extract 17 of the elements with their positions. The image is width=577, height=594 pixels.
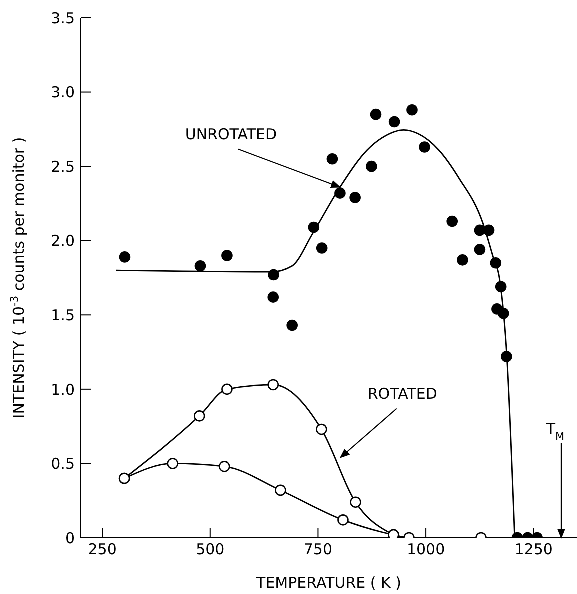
y-tick-label: 2.0 [51, 232, 75, 250]
ref-line-label: T$_{M}$ [545, 420, 565, 443]
y-tick-label: 0 [65, 529, 75, 548]
annotation: ROTATED [368, 384, 438, 403]
x-tick-label: 500 [196, 540, 225, 559]
y-tick-label: 0.5 [51, 455, 75, 474]
annotation: UNROTATED [185, 125, 278, 144]
x-tick-label: 250 [88, 540, 117, 559]
y-tick-label: 1.5 [51, 306, 75, 324]
x-tick-label: 750 [304, 540, 333, 559]
y-tick-label: 2.5 [51, 158, 75, 176]
x-tick-label: 1000 [406, 540, 446, 559]
y-tick-label: 1.0 [51, 380, 75, 399]
x-tick-label: 1250 [514, 540, 553, 559]
y-tick-label: 3.0 [51, 84, 75, 102]
y-tick-label: 3.5 [51, 9, 75, 28]
x-axis-title: TEMPERATURE ( K ) [256, 574, 402, 592]
